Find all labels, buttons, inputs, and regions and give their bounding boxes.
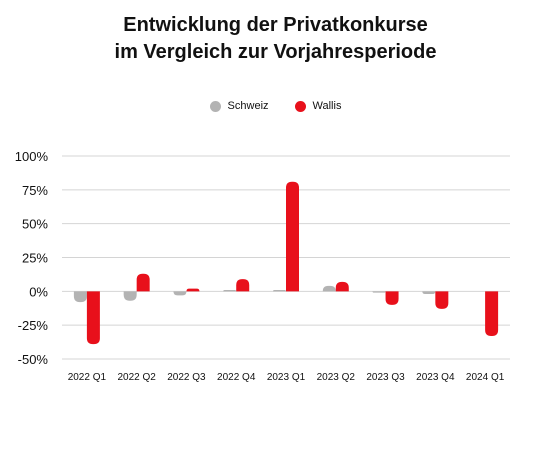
y-tick-label: 100% <box>15 149 49 164</box>
y-tick-label: 75% <box>22 183 48 198</box>
bar-wallis <box>335 281 349 292</box>
chart-legend: Schweiz Wallis <box>0 100 551 112</box>
x-tick-label: 2023 Q3 <box>366 372 405 383</box>
legend-swatch-schweiz <box>209 100 221 112</box>
legend-label-schweiz: Schweiz <box>227 100 269 112</box>
chart-title: Entwicklung der Privatkonkurse im Vergle… <box>0 12 551 66</box>
x-tick-label: 2022 Q1 <box>68 372 107 383</box>
bar-wallis <box>136 273 150 292</box>
bar-wallis <box>186 288 200 292</box>
bar-schweiz <box>73 291 87 303</box>
chart-title-line-1: Entwicklung der Privatkonkurse <box>123 14 428 36</box>
bar-schweiz <box>273 289 286 292</box>
bar-wallis <box>286 181 299 292</box>
legend-label-wallis: Wallis <box>312 100 342 112</box>
bar-schweiz <box>123 291 137 301</box>
x-tick-label: 2023 Q1 <box>267 372 306 383</box>
bar-wallis <box>435 291 449 309</box>
x-tick-label: 2023 Q2 <box>317 372 356 383</box>
bar-schweiz <box>372 291 386 293</box>
x-tick-label: 2024 Q1 <box>466 372 505 383</box>
x-tick-label: 2022 Q4 <box>217 372 256 383</box>
bar-wallis <box>236 279 250 292</box>
y-tick-label: -25% <box>18 318 49 333</box>
legend-item-wallis: Wallis <box>294 100 342 112</box>
chart-title-line-2: im Vergleich zur Vorjahresperiode <box>114 41 437 63</box>
bar-schweiz <box>173 291 187 296</box>
legend-swatch-wallis <box>294 100 306 112</box>
x-tick-label: 2022 Q3 <box>167 372 206 383</box>
x-tick-label: 2022 Q2 <box>117 372 156 383</box>
bar-schweiz <box>322 285 336 292</box>
y-tick-label: -50% <box>18 352 49 367</box>
bar-schweiz <box>422 291 436 295</box>
y-tick-label: 50% <box>22 217 48 232</box>
legend-item-schweiz: Schweiz <box>209 100 269 112</box>
y-tick-label: 0% <box>29 284 48 299</box>
bar-wallis <box>86 291 100 345</box>
bar-schweiz <box>223 289 237 292</box>
bar-wallis <box>485 291 499 336</box>
bar-wallis <box>385 291 399 305</box>
x-tick-label: 2023 Q4 <box>416 372 455 383</box>
y-tick-label: 25% <box>22 251 48 266</box>
